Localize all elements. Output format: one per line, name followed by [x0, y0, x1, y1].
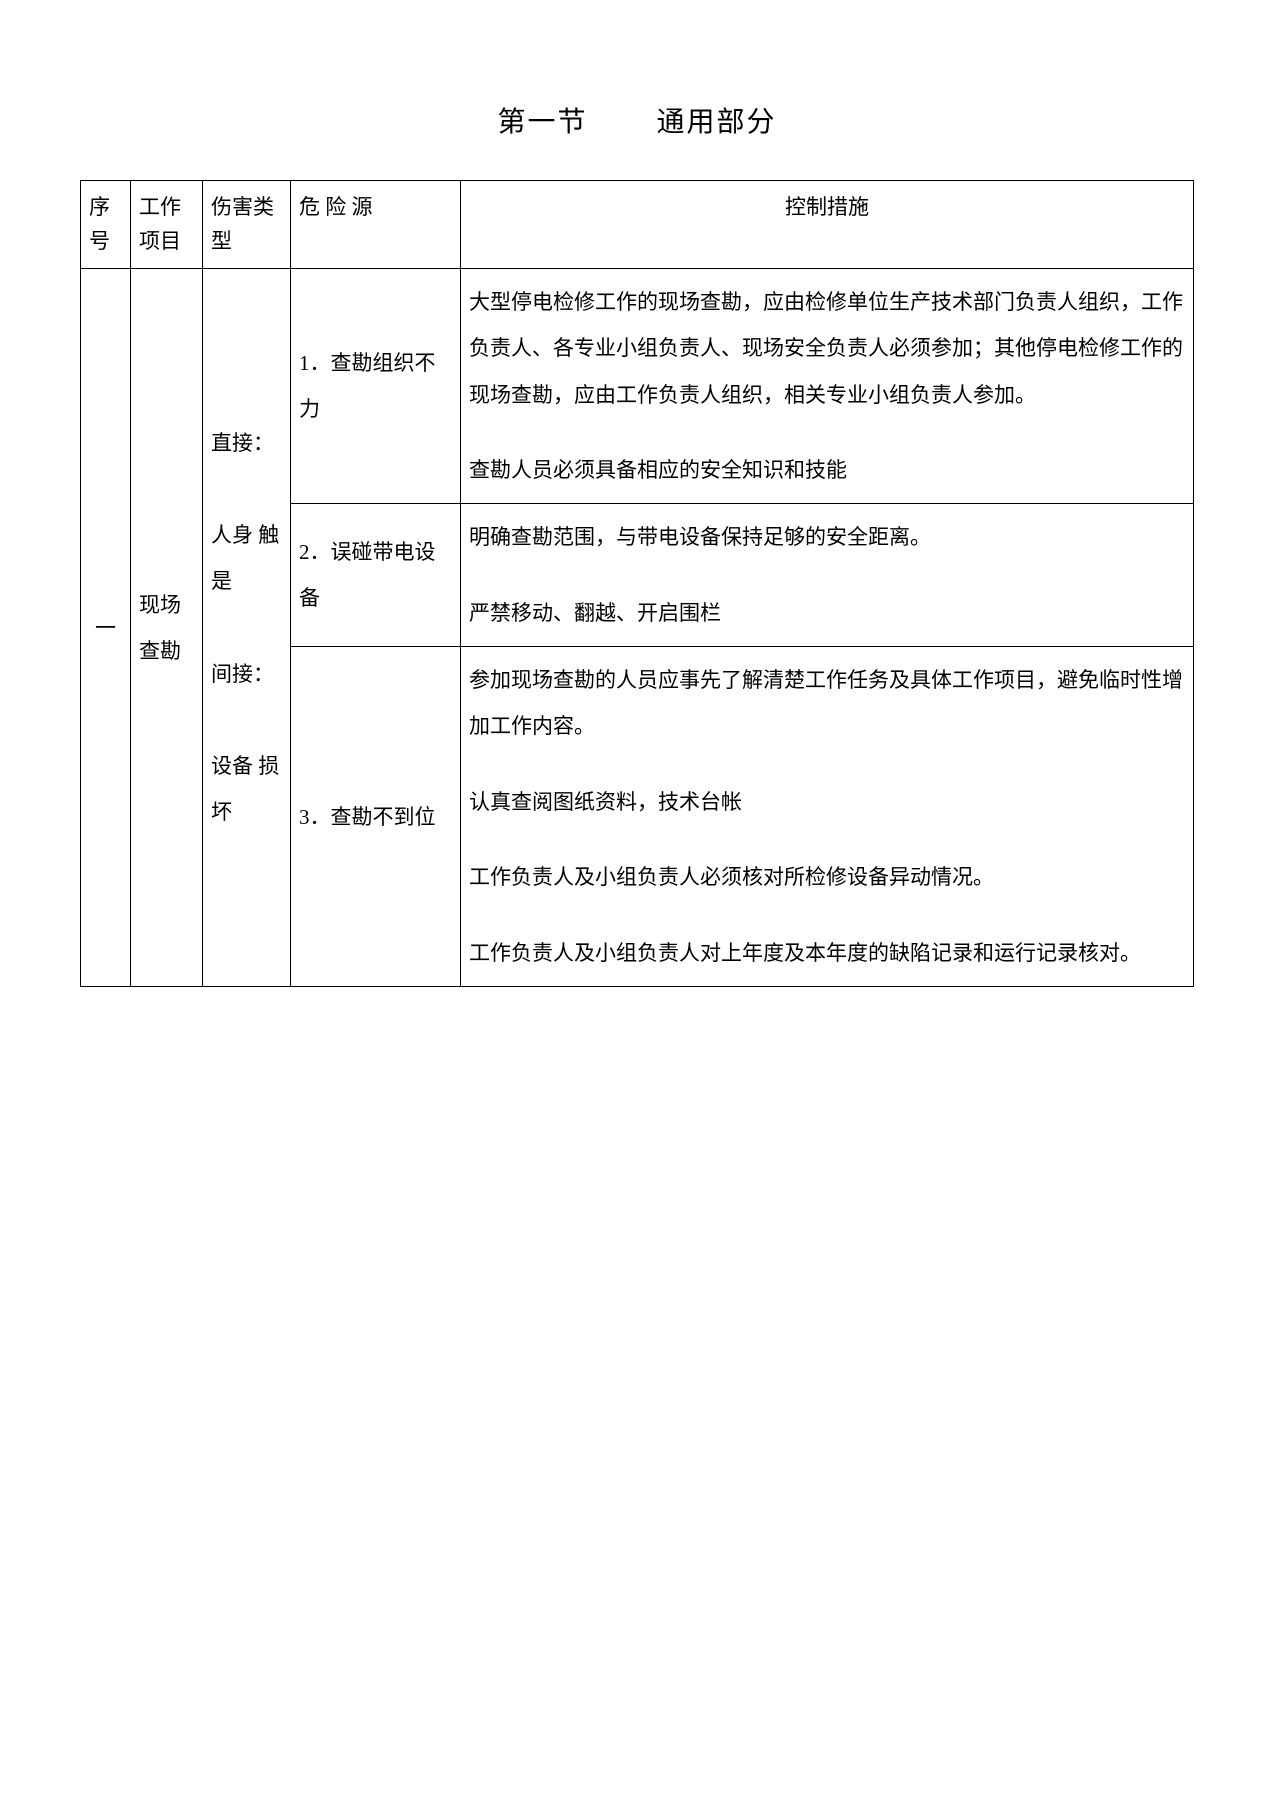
measure-text: 认真查阅图纸资料，技术台帐	[469, 779, 1185, 825]
title-part: 通用部分	[657, 100, 777, 140]
measure-text: 明确查勘范围，与带电设备保持足够的安全距离。	[469, 514, 1185, 560]
cell-workitem: 现场查勘	[131, 269, 203, 987]
hazard-table: 序号 工作项目 伤害类型 危 险 源 控制措施 一 现场查勘 直接： 人身 触是…	[80, 180, 1194, 987]
page-title: 第一节 通用部分	[80, 100, 1194, 140]
col-header-hazard: 危 险 源	[291, 181, 461, 269]
table-header-row: 序号 工作项目 伤害类型 危 险 源 控制措施	[81, 181, 1194, 269]
table-row: 一 现场查勘 直接： 人身 触是 间接： 设备 损坏 1．查勘组织不力 大型停电…	[81, 269, 1194, 504]
measure-text: 参加现场查勘的人员应事先了解清楚工作任务及具体工作项目，避免临时性增加工作内容。	[469, 657, 1185, 749]
cell-measure-1: 大型停电检修工作的现场查勘，应由检修单位生产技术部门负责人组织，工作负责人、各专…	[461, 269, 1194, 504]
measure-text: 工作负责人及小组负责人对上年度及本年度的缺陷记录和运行记录核对。	[469, 930, 1185, 976]
cell-hazard-3: 3．查勘不到位	[291, 647, 461, 987]
measure-text: 工作负责人及小组负责人必须核对所检修设备异动情况。	[469, 854, 1185, 900]
cell-hazard-2: 2．误碰带电设备	[291, 504, 461, 647]
col-header-workitem: 工作项目	[131, 181, 203, 269]
col-header-harmtype: 伤害类型	[203, 181, 291, 269]
col-header-seq: 序号	[81, 181, 131, 269]
cell-harmtype: 直接： 人身 触是 间接： 设备 损坏	[203, 269, 291, 987]
title-section: 第一节	[497, 100, 587, 140]
measure-text: 查勘人员必须具备相应的安全知识和技能	[469, 447, 1185, 493]
cell-measure-3: 参加现场查勘的人员应事先了解清楚工作任务及具体工作项目，避免临时性增加工作内容。…	[461, 647, 1194, 987]
cell-seq: 一	[81, 269, 131, 987]
cell-hazard-1: 1．查勘组织不力	[291, 269, 461, 504]
cell-measure-2: 明确查勘范围，与带电设备保持足够的安全距离。 严禁移动、翻越、开启围栏	[461, 504, 1194, 647]
measure-text: 严禁移动、翻越、开启围栏	[469, 590, 1185, 636]
measure-text: 大型停电检修工作的现场查勘，应由检修单位生产技术部门负责人组织，工作负责人、各专…	[469, 279, 1185, 418]
col-header-measure: 控制措施	[461, 181, 1194, 269]
